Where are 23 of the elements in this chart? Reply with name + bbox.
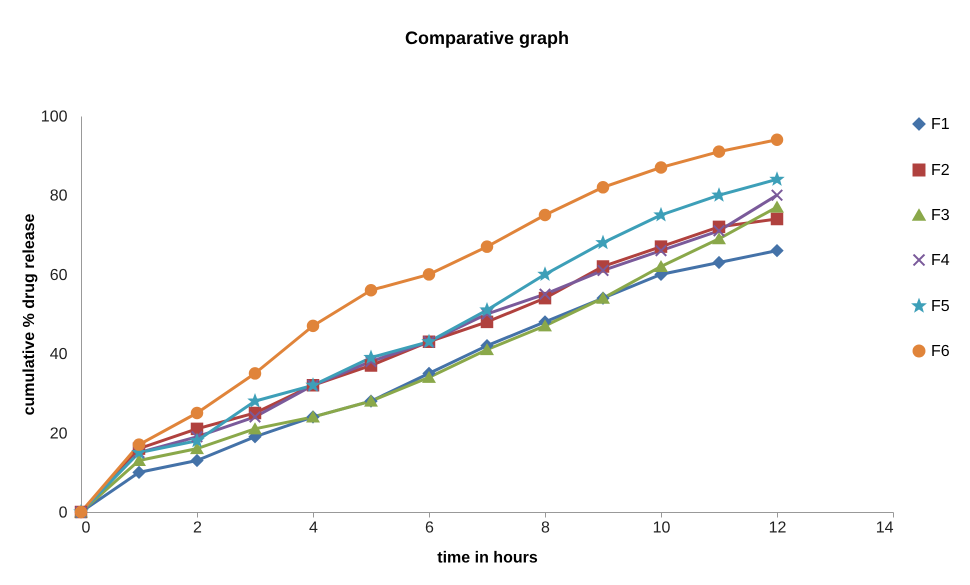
legend-label: F6	[931, 343, 950, 360]
y-tick-label: 80	[50, 188, 68, 205]
x-tick-label: 2	[193, 520, 202, 536]
legend-label: F2	[931, 162, 950, 179]
legend-label: F4	[931, 252, 950, 269]
y-tick-label: 100	[40, 108, 68, 126]
x-tick-label: 14	[876, 520, 894, 536]
x-tick-label: 0	[82, 520, 90, 536]
y-tick-label: 60	[50, 266, 68, 284]
y-axis-title: cumulative % drug release	[20, 213, 38, 416]
legend-label: F3	[931, 207, 950, 224]
y-tick-label: 20	[50, 425, 68, 442]
legend-label: F5	[931, 298, 950, 315]
x-tick-label: 6	[425, 520, 434, 536]
x-tick-label: 12	[768, 520, 786, 536]
x-tick-label: 4	[309, 520, 318, 536]
x-tick-label: 8	[541, 520, 550, 536]
chart-title: Comparative graph	[404, 28, 570, 48]
x-axis-title: time in hours	[437, 550, 538, 566]
y-tick-label: 40	[50, 346, 68, 364]
y-tick-label: 0	[58, 504, 68, 522]
legend-label: F1	[931, 116, 950, 133]
x-tick-label: 10	[652, 520, 670, 536]
